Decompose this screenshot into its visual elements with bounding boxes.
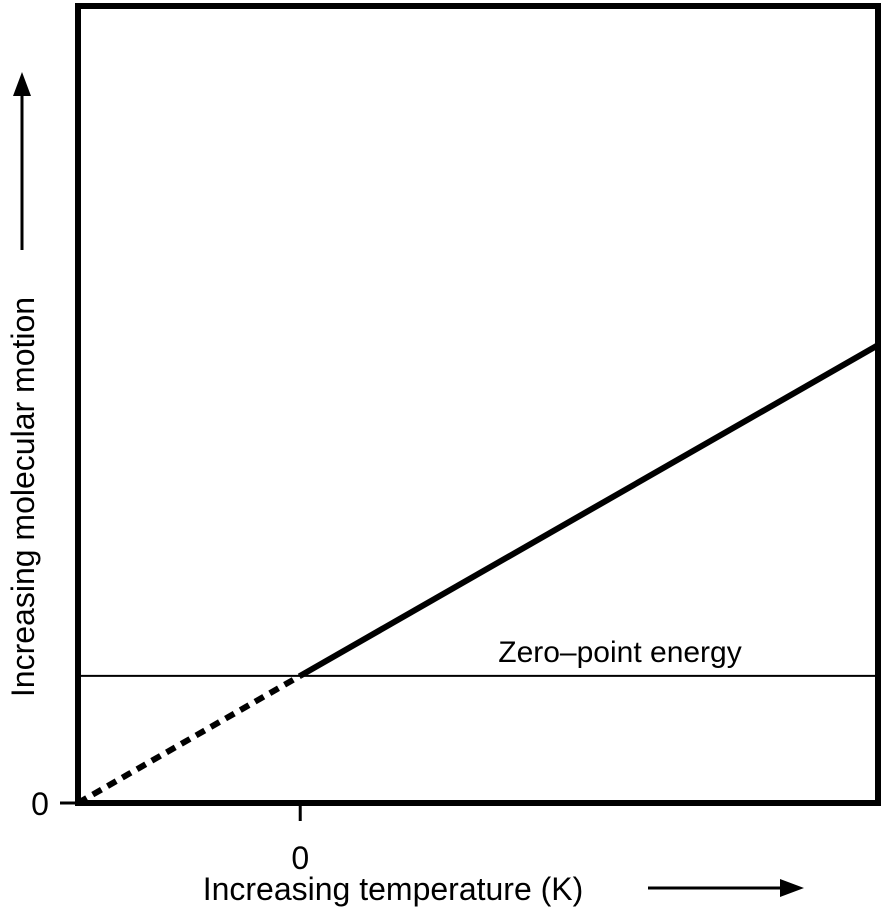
x-tick-label-0: 0 [291,840,309,876]
x-axis-label: Increasing temperature (K) [203,871,584,907]
y-tick-label-0: 0 [31,786,49,822]
series-dashed-extrapolation [76,673,302,806]
plot-frame [75,3,881,806]
x-axis-arrow-icon [648,879,804,897]
y-axis-label: Increasing molecular motion [5,297,41,697]
series-solid-line [298,342,880,679]
y-axis-arrow-icon [13,72,31,250]
zero-point-energy-label: Zero–point energy [498,636,742,669]
